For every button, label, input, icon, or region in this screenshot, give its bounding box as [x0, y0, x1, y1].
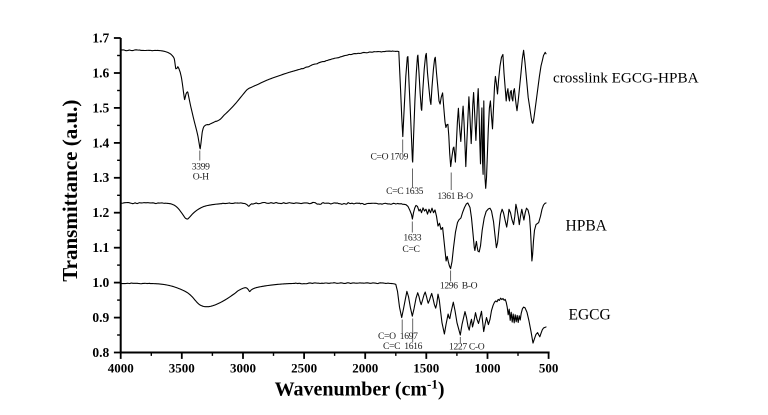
svg-text:crosslink EGCG-HPBA: crosslink EGCG-HPBA [553, 70, 699, 87]
svg-text:1296 B-O: 1296 B-O [440, 281, 478, 292]
svg-text:2000: 2000 [352, 361, 378, 376]
svg-text:O-H: O-H [193, 172, 209, 183]
svg-text:1.5: 1.5 [92, 100, 109, 115]
svg-text:3000: 3000 [230, 361, 256, 376]
svg-text:C=C 1635: C=C 1635 [386, 186, 424, 197]
svg-text:C=C 1616: C=C 1616 [383, 341, 423, 352]
svg-text:1.7: 1.7 [92, 30, 109, 45]
svg-text:1.2: 1.2 [92, 205, 109, 220]
svg-text:C=C: C=C [402, 244, 419, 255]
svg-text:4000: 4000 [108, 361, 134, 376]
svg-text:C=O 1697: C=O 1697 [378, 331, 418, 342]
svg-text:3399: 3399 [192, 161, 210, 172]
svg-text:1633: 1633 [403, 233, 421, 244]
svg-text:0.9: 0.9 [92, 310, 109, 325]
svg-text:Transmittance (a.u.): Transmittance (a.u.) [58, 100, 82, 282]
svg-text:1.6: 1.6 [92, 65, 109, 80]
svg-text:3500: 3500 [169, 361, 195, 376]
svg-text:1.1: 1.1 [92, 240, 109, 255]
svg-text:1.0: 1.0 [92, 275, 109, 290]
svg-text:1.3: 1.3 [92, 170, 109, 185]
svg-text:1000: 1000 [475, 361, 501, 376]
svg-text:Wavenumber (cm-1): Wavenumber (cm-1) [275, 377, 445, 401]
svg-text:1500: 1500 [413, 361, 439, 376]
svg-text:0.8: 0.8 [92, 345, 109, 360]
svg-text:500: 500 [539, 361, 559, 376]
svg-text:1361 B-O: 1361 B-O [437, 191, 473, 202]
svg-text:C=O 1709: C=O 1709 [371, 151, 409, 162]
svg-text:EGCG: EGCG [569, 306, 611, 323]
svg-text:1227 C-O: 1227 C-O [449, 341, 485, 352]
svg-text:HPBA: HPBA [566, 218, 608, 235]
svg-text:2500: 2500 [291, 361, 317, 376]
svg-text:1.4: 1.4 [92, 135, 109, 150]
